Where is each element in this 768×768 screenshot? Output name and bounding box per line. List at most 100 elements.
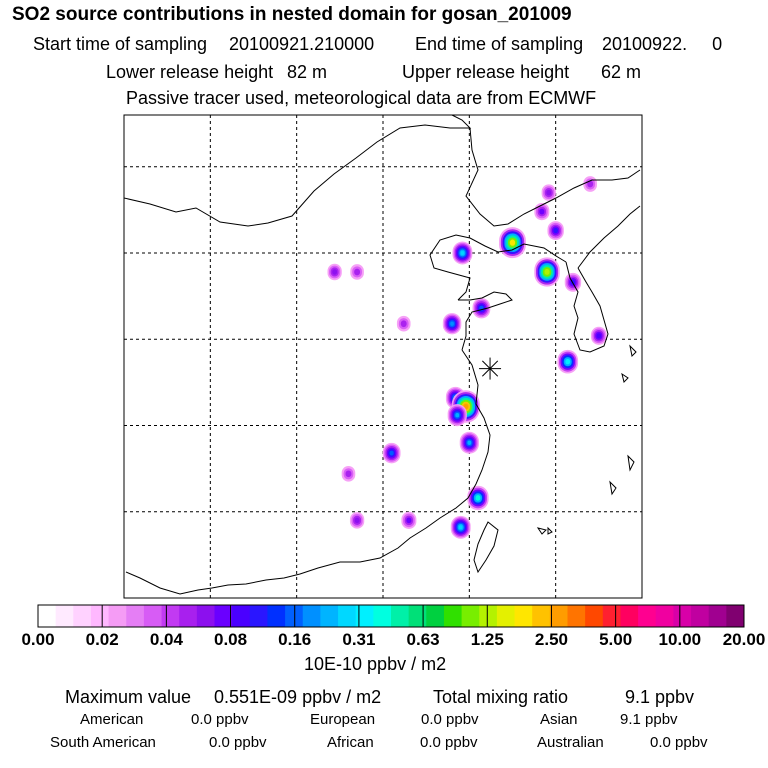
- colorbar-tick-label: 0.02: [85, 630, 119, 649]
- colorbar-swatch: [691, 605, 710, 627]
- colorbar-swatch: [391, 605, 410, 627]
- region-value: 0.0 ppbv: [209, 734, 267, 751]
- plume-spot: [467, 485, 489, 511]
- plume-ring: [475, 495, 481, 501]
- plume-spot: [557, 349, 579, 374]
- plume-ring: [544, 269, 550, 275]
- colorbar-swatch: [673, 605, 692, 627]
- region-value: 9.1 ppbv: [620, 711, 678, 728]
- colorbar-swatch: [708, 605, 727, 627]
- mongolia-border: [124, 115, 472, 227]
- colorbar-units: 10E-10 ppbv / m2: [304, 654, 447, 674]
- plume-ring: [389, 450, 394, 456]
- colorbar-swatch: [338, 605, 357, 627]
- plume-spot: [442, 313, 462, 335]
- lat-lon-grid: [124, 115, 642, 598]
- colorbar-tick-label: 10.00: [658, 630, 702, 649]
- plume-ring: [587, 180, 594, 188]
- colorbar-swatch: [532, 605, 551, 627]
- colorbar-swatch: [355, 605, 374, 627]
- upper-release-label: Upper release height: [402, 62, 570, 82]
- plume-ring: [509, 239, 516, 246]
- plume-ring: [467, 440, 472, 445]
- plume-spot: [534, 257, 560, 287]
- marker-stroke: [481, 360, 499, 377]
- plume-ring: [565, 358, 571, 365]
- colorbar-tick-label: 0.08: [213, 630, 248, 649]
- colorbar-tick-label: 20.00: [722, 630, 766, 649]
- plume-spot: [396, 315, 411, 332]
- max-value: 0.551E-09 ppbv / m2: [214, 687, 382, 707]
- lower-release-label: Lower release height: [106, 62, 274, 82]
- colorbar-tick-label: 0.63: [406, 630, 440, 649]
- end-time-value: 20100922. 0: [602, 34, 723, 54]
- colorbar-swatch: [55, 605, 74, 627]
- colorbar-swatch: [108, 605, 127, 627]
- plume-spot: [350, 264, 364, 280]
- plume-spot: [349, 512, 365, 529]
- colorbar-swatch: [196, 605, 215, 627]
- plume-ring: [354, 268, 361, 276]
- plume-layer: [327, 176, 607, 539]
- plume-ring: [450, 321, 454, 326]
- korea-coast: [565, 261, 609, 353]
- plume-spot: [472, 297, 491, 319]
- colorbar-swatch: [302, 605, 321, 627]
- region-name: African: [327, 734, 374, 751]
- bohai-coast: [429, 234, 567, 301]
- plume-spot: [499, 227, 526, 259]
- colorbar-swatch: [496, 605, 516, 627]
- colorbar-swatch: [655, 605, 674, 627]
- colorbar-swatch: [443, 605, 463, 627]
- plume-ring: [546, 189, 552, 196]
- max-value-label: Maximum value: [65, 687, 192, 707]
- lower-release-value: 82 m: [287, 62, 328, 82]
- region-name: South American: [50, 734, 156, 751]
- plume-ring: [354, 517, 360, 524]
- colorbar-swatch: [249, 605, 268, 627]
- map-frame: [123, 114, 643, 599]
- colorbar-swatch: [38, 605, 57, 627]
- colorbar-swatch: [232, 605, 251, 627]
- plume-spot: [401, 511, 417, 529]
- plume-ring: [460, 250, 465, 256]
- colorbar-tick-label: 0.31: [342, 630, 376, 649]
- plume-ring: [539, 208, 545, 215]
- region-name: American: [80, 711, 144, 728]
- colorbar-tick-label: 5.00: [599, 630, 633, 649]
- plume-spot: [459, 431, 479, 454]
- plume-ring: [553, 228, 558, 234]
- colorbar-swatch: [320, 605, 339, 627]
- upper-release-value: 62 m: [601, 62, 642, 82]
- japan-islands: [536, 344, 637, 535]
- plume-ring: [332, 269, 338, 275]
- colorbar-swatch: [620, 605, 639, 627]
- colorbar-swatch: [726, 605, 745, 627]
- colorbar-tick-label: 0.04: [149, 630, 183, 649]
- colorbar-tick-label: 0.16: [278, 630, 312, 649]
- plume-spot: [547, 221, 564, 241]
- colorbar-swatch: [73, 605, 92, 627]
- colorbar-swatch: [179, 605, 198, 627]
- end-time-label: End time of sampling: [415, 34, 584, 54]
- colorbar-swatch: [90, 605, 110, 627]
- taiwan-coast: [473, 521, 499, 574]
- region-name: European: [310, 711, 376, 728]
- plume-spot: [450, 515, 471, 539]
- region-value: 0.0 ppbv: [420, 734, 478, 751]
- coastline-layer: [124, 115, 641, 595]
- colorbar-swatch: [267, 605, 286, 627]
- plume-spot: [583, 176, 597, 192]
- plume-ring: [345, 470, 352, 478]
- colorbar-swatch: [426, 605, 445, 627]
- colorbar-swatch: [479, 605, 498, 627]
- total-mixing-label: Total mixing ratio: [433, 687, 569, 707]
- plume-spot: [341, 465, 356, 482]
- colorbar-swatch: [602, 605, 621, 627]
- colorbar-swatch: [373, 605, 392, 627]
- colorbar-swatch: [408, 605, 427, 627]
- plume-spot: [590, 326, 607, 345]
- plume-spot: [541, 184, 556, 201]
- region-name: Asian: [540, 711, 578, 728]
- region-value: 0.0 ppbv: [421, 711, 479, 728]
